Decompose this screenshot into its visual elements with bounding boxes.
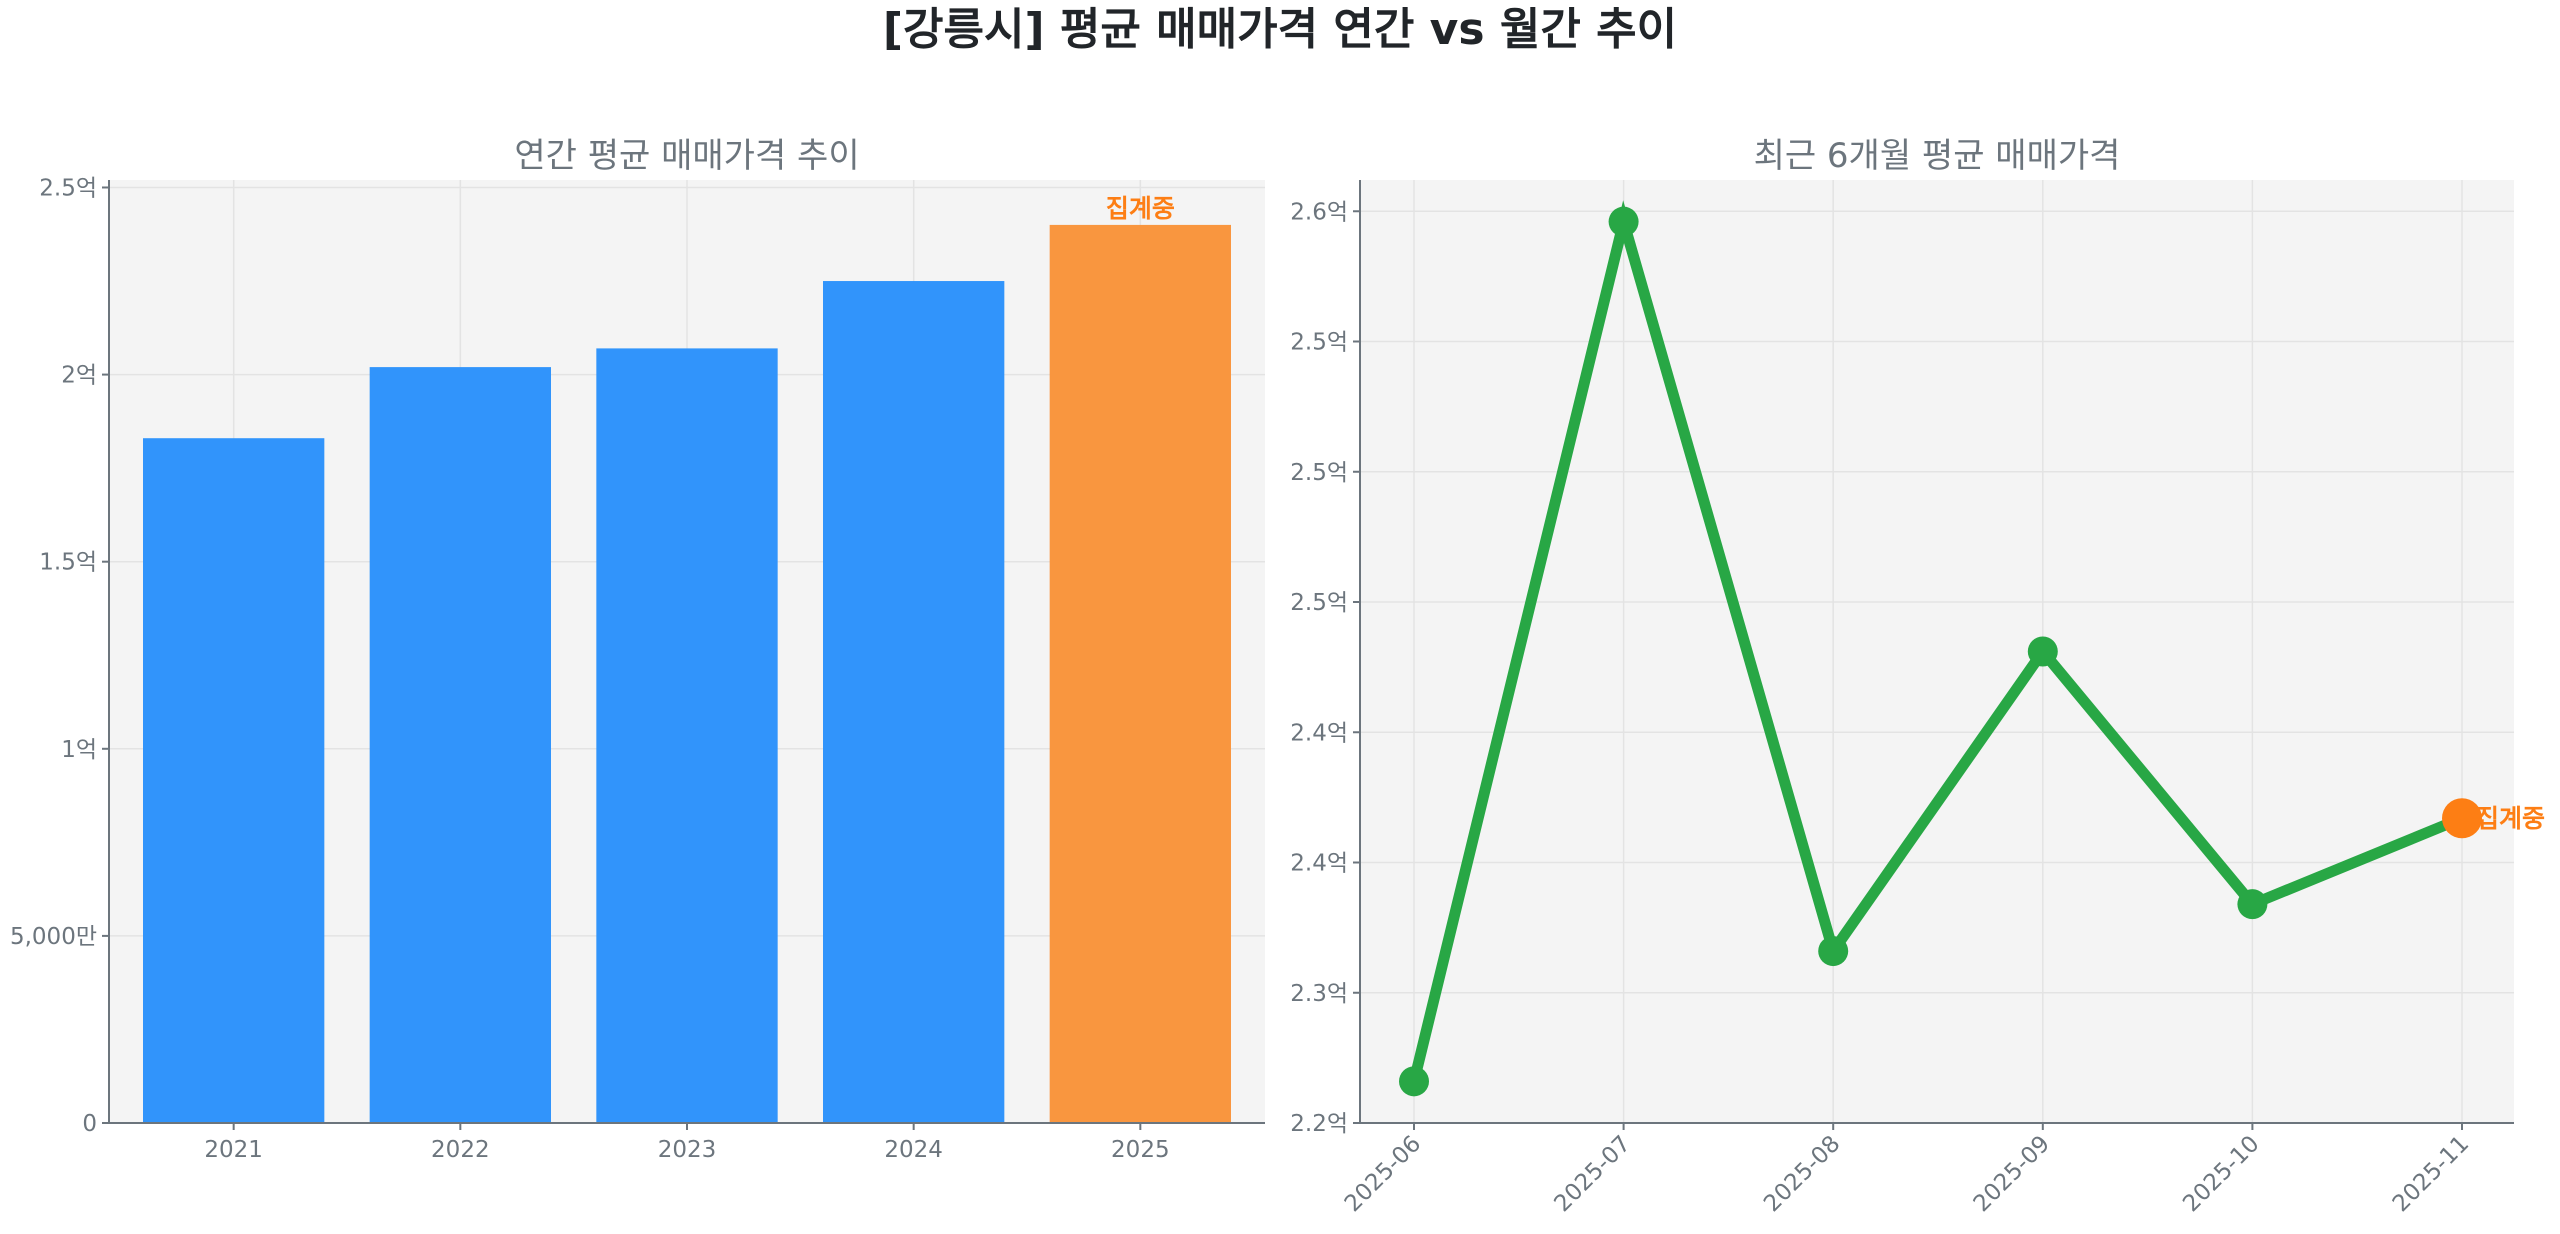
- y-tick-label: 2.5억: [1290, 460, 1348, 486]
- y-tick-label: 1.5억: [39, 550, 97, 576]
- y-tick-label: 1억: [61, 737, 97, 763]
- point-2025-10: [2237, 889, 2268, 920]
- price-line: [1408, 200, 2465, 1083]
- bar-2023: [596, 348, 778, 1124]
- x-tick-label: 2023: [658, 1137, 717, 1163]
- plot-area: [1360, 180, 2514, 1123]
- y-tick-label: 2.3억: [1290, 981, 1348, 1007]
- y-tick-label: 2억: [61, 363, 97, 389]
- x-tick-label: 2025-07: [1549, 1131, 1635, 1217]
- point-2025-09: [2027, 636, 2058, 667]
- point-2025-11: [2442, 798, 2482, 839]
- monthly-line-chart: 최근 6개월 평균 매매가격 2025-06 2025-07 2025-08 2025…: [1290, 136, 2545, 1217]
- point-2025-06: [1399, 1066, 1429, 1097]
- x-tick-label: 2025-11: [2388, 1131, 2474, 1217]
- y-tick-label: 2.5억: [39, 175, 97, 201]
- y-tick-label: 2.4억: [1290, 720, 1348, 746]
- x-tick-label: 2025-09: [1969, 1131, 2055, 1217]
- bar-2022: [369, 367, 551, 1124]
- monthly-chart-title: 최근 6개월 평균 매매가격: [1754, 136, 2121, 176]
- y-tick-label: 2.5억: [1290, 330, 1348, 356]
- bar-2024: [823, 281, 1005, 1123]
- bar-2025: [1049, 224, 1231, 1123]
- y-tick-label: 2.4억: [1290, 851, 1348, 877]
- annual-bar-chart: 연간 평균 매매가격 추이 0 5,000만 1억 1.5억 2억 2.5억 2021 202…: [10, 136, 1265, 1163]
- y-tick-label: 0: [82, 1111, 97, 1137]
- x-tick-label: 2025-08: [1759, 1131, 1845, 1217]
- x-tick-label: 2021: [204, 1137, 263, 1163]
- y-tick-label: 2.5억: [1290, 590, 1348, 616]
- x-tick-label: 2025: [1111, 1137, 1170, 1163]
- figure-title: [강릉시] 평균 매매가격 연간 vs 월간 추이: [883, 4, 1677, 55]
- annual-chart-title: 연간 평균 매매가격 추이: [514, 136, 859, 176]
- point-2025-07: [1608, 206, 1639, 237]
- y-tick-label: 2.6억: [1290, 199, 1348, 225]
- bar-2021: [143, 438, 325, 1123]
- partial-annotation: 집계중: [1106, 194, 1175, 223]
- x-tick-label: 2025-06: [1340, 1131, 1426, 1217]
- y-tick-label: 5,000만: [10, 924, 97, 950]
- x-tick-label: 2025-10: [2178, 1131, 2264, 1217]
- x-tick-label: 2024: [884, 1137, 943, 1163]
- point-2025-08: [1818, 936, 1849, 967]
- y-tick-label: 2.2억: [1290, 1111, 1348, 1137]
- x-tick-label: 2022: [431, 1137, 490, 1163]
- partial-annotation: 집계중: [2476, 804, 2545, 833]
